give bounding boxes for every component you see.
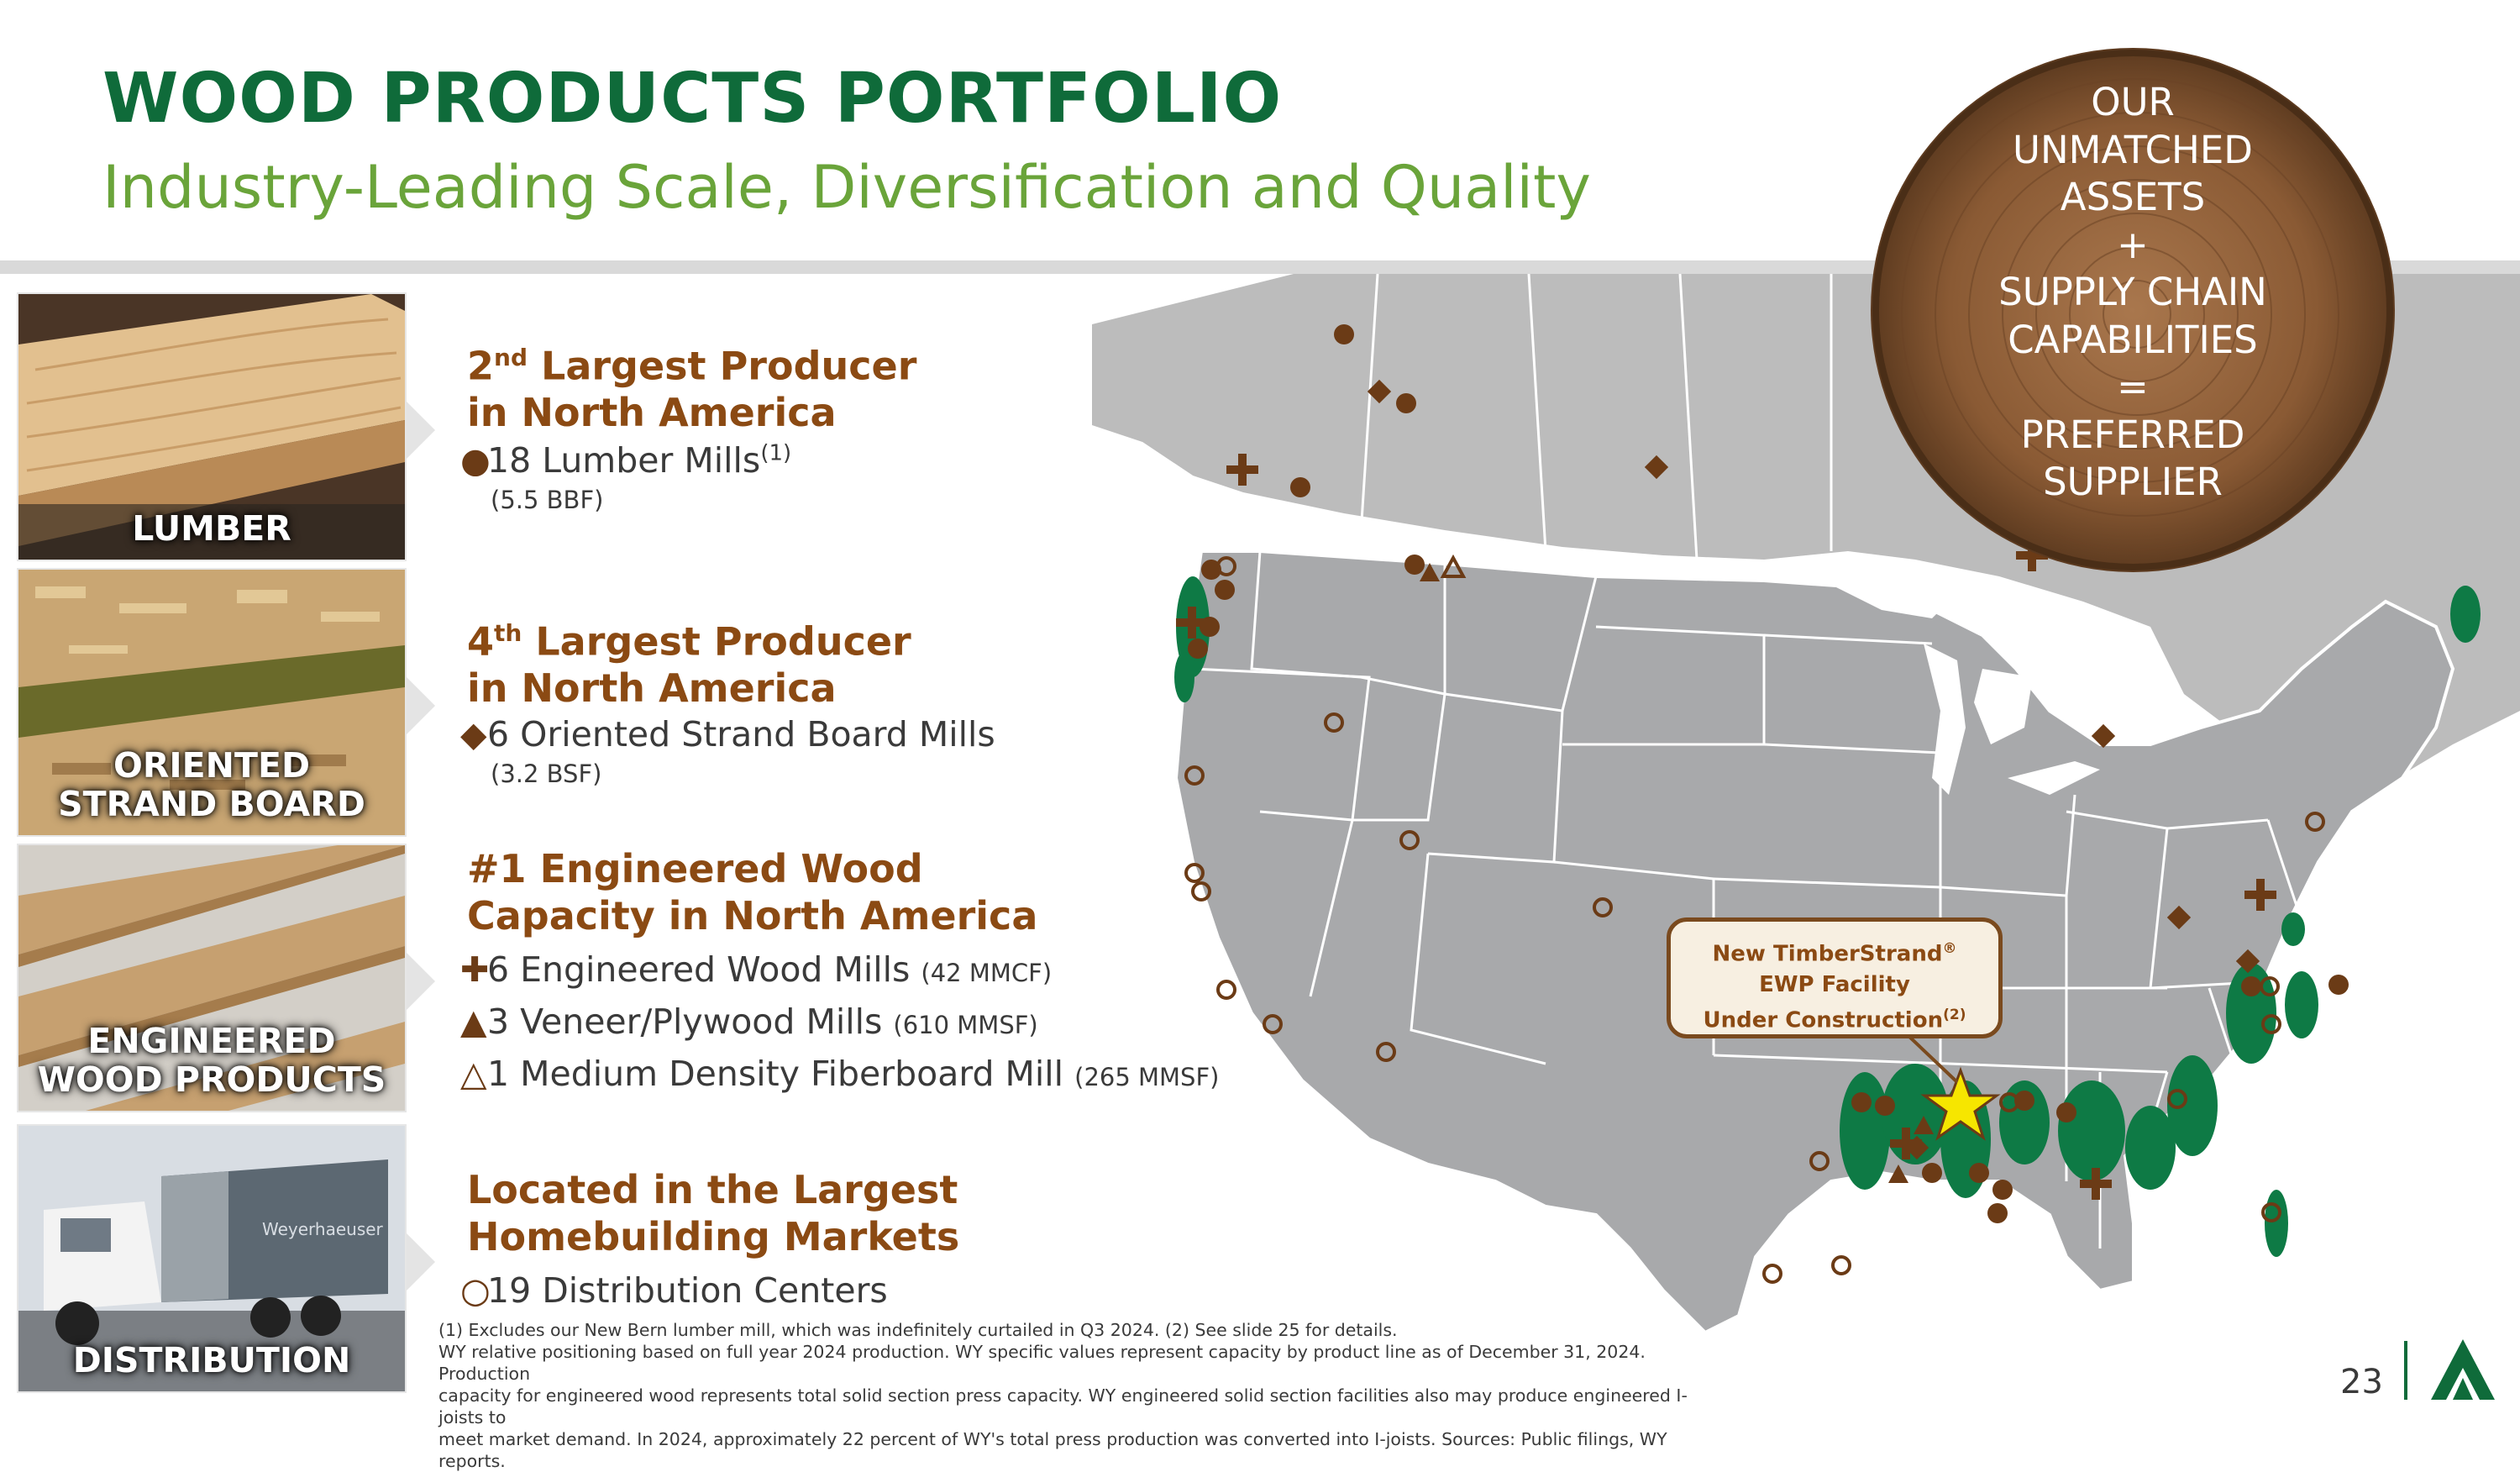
badge-line: PREFERRED (2020, 412, 2245, 457)
rank-suffix: nd (494, 344, 528, 371)
callout-pointer (1905, 1033, 1959, 1084)
callout-footnote-ref: (2) (1943, 1006, 1966, 1023)
item-text: 18 Lumber Mills (487, 440, 761, 481)
ewp-mill-icon: ✚ (460, 949, 490, 990)
heading-line1: Located in the Largest (467, 1167, 958, 1212)
new-facility-star (1920, 1066, 2001, 1141)
page-subtitle: Industry-Leading Scale, Diversification … (102, 153, 1591, 222)
page-divider (2404, 1341, 2407, 1400)
lumber-heading: 2nd Largest Producer in North America (467, 334, 916, 436)
distribution-image: Weyerhaeuser DISTRIBUTION (18, 1126, 405, 1391)
item-capacity: (42 MMCF) (921, 959, 1053, 987)
osb-label-1: ORIENTED (113, 745, 310, 786)
ewp-mills-item: ✚6 Engineered Wood Mills (42 MMCF) (460, 949, 1052, 990)
footnote-ref: (1) (760, 440, 792, 466)
distribution-center-icon: ○ (460, 1270, 491, 1311)
callout-line3: Under Construction (1703, 1007, 1944, 1033)
lumber-mills-item: ●18 Lumber Mills(1) (460, 440, 791, 481)
badge-line: SUPPLIER (2043, 460, 2223, 504)
item-text: 19 Distribution Centers (487, 1270, 888, 1311)
badge-text: OUR UNMATCHED ASSETS + SUPPLY CHAIN CAPA… (1910, 79, 2355, 507)
osb-heading: 4th Largest Producer in North America (467, 610, 911, 712)
page-number: 23 (2340, 1363, 2383, 1401)
callout-line2: EWP Facility (1759, 971, 1910, 997)
lumber-capacity: (5.5 BBF) (491, 486, 604, 514)
osb-mills (1367, 379, 2260, 1160)
pacific (1092, 442, 1411, 1417)
item-text: 6 Oriented Strand Board Mills (487, 714, 995, 754)
mdf-mill (1440, 554, 1467, 578)
osb-photo (18, 570, 405, 835)
mdf-mill-item: △1 Medium Density Fiberboard Mill (265 M… (460, 1054, 1219, 1094)
wood-disc-badge (1871, 48, 2395, 572)
rank-number: 4 (467, 618, 495, 665)
badge-line: = (2117, 365, 2149, 409)
province-borders (1359, 274, 1833, 560)
distribution-centers-item: ○19 Distribution Centers (460, 1270, 888, 1311)
registered-mark: ® (1942, 940, 1957, 957)
new-facility-callout: New TimberStrand® EWP Facility Under Con… (1667, 917, 2003, 1038)
ewp-heading: #1 Engineered Wood Capacity in North Ame… (467, 845, 1037, 939)
footnote-line: meet market demand. In 2024, approximate… (438, 1429, 1667, 1471)
rank-suffix: th (494, 619, 522, 647)
plywood-mills (1420, 563, 1934, 1183)
osb-image: ORIENTED STRAND BOARD (18, 570, 405, 835)
ewp-photo (18, 845, 405, 1111)
chevron-right-icon (407, 953, 435, 1010)
heading-line1: #1 Engineered Wood (467, 846, 923, 891)
rank-number: 2 (467, 343, 495, 389)
item-capacity: (610 MMSF) (893, 1011, 1038, 1039)
weyerhaeuser-logo-icon (2431, 1339, 2495, 1400)
footnote-line: WY relative positioning based on full ye… (438, 1342, 1646, 1384)
page-title: WOOD PRODUCTS PORTFOLIO (102, 59, 1283, 139)
plywood-mills-item: ▲3 Veneer/Plywood Mills (610 MMSF) (460, 1001, 1038, 1042)
distribution-heading: Located in the Largest Homebuilding Mark… (467, 1166, 959, 1260)
distribution-photo: Weyerhaeuser (18, 1126, 405, 1391)
distribution-label: DISTRIBUTION (72, 1340, 351, 1380)
ewp-mills (1176, 454, 2276, 1200)
badge-line: + (2117, 222, 2149, 267)
footnote-line: (1) Excludes our New Bern lumber mill, w… (438, 1320, 1398, 1340)
great-lakes (1831, 576, 2167, 795)
heading-line2: in North America (467, 665, 837, 712)
chevron-right-icon (407, 677, 435, 734)
ewp-label-1: ENGINEERED (87, 1021, 336, 1061)
footnotes: (1) Excludes our New Bern lumber mill, w… (438, 1319, 1698, 1472)
footnote-line: capacity for engineered wood represents … (438, 1385, 1688, 1427)
osb-mill-icon: ◆ (460, 714, 487, 754)
badge-line: SUPPLY CHAIN (1998, 270, 2267, 314)
item-capacity: (265 MMSF) (1074, 1063, 1220, 1091)
mdf-mill-icon: △ (460, 1054, 487, 1094)
chevron-right-icon (407, 402, 435, 459)
osb-mills-item: ◆6 Oriented Strand Board Mills (460, 714, 995, 754)
badge-line: UNMATCHED (2013, 127, 2253, 172)
badge-line: ASSETS (2060, 175, 2206, 219)
chevron-right-icon (407, 1233, 435, 1291)
badge-line: CAPABILITIES (2008, 317, 2258, 362)
item-text: 6 Engineered Wood Mills (487, 949, 911, 990)
heading-line2: Homebuilding Markets (467, 1214, 960, 1259)
item-text: 3 Veneer/Plywood Mills (487, 1001, 883, 1042)
lumber-mills (1188, 324, 2349, 1223)
plywood-mill-icon: ▲ (460, 1001, 487, 1042)
badge-line: OUR (2091, 80, 2175, 124)
ewp-label-2: WOOD PRODUCTS (37, 1059, 386, 1100)
lumber-photo (18, 294, 405, 560)
callout-line1: New TimberStrand (1712, 941, 1943, 967)
lumber-image: LUMBER (18, 294, 405, 560)
lumber-label: LUMBER (132, 508, 291, 549)
heading-rest: Largest Producer (522, 618, 911, 665)
lumber-mill-icon: ● (460, 440, 491, 481)
osb-label-2: STRAND BOARD (58, 784, 365, 824)
heading-rest: Largest Producer (528, 343, 917, 389)
osb-capacity: (3.2 BSF) (491, 760, 602, 788)
item-text: 1 Medium Density Fiberboard Mill (487, 1054, 1064, 1094)
ewp-image: ENGINEERED WOOD PRODUCTS (18, 845, 405, 1111)
heading-line2: in North America (467, 390, 837, 436)
truck-brand: Weyerhaeuser (262, 1219, 384, 1239)
heading-line2: Capacity in North America (467, 893, 1038, 938)
